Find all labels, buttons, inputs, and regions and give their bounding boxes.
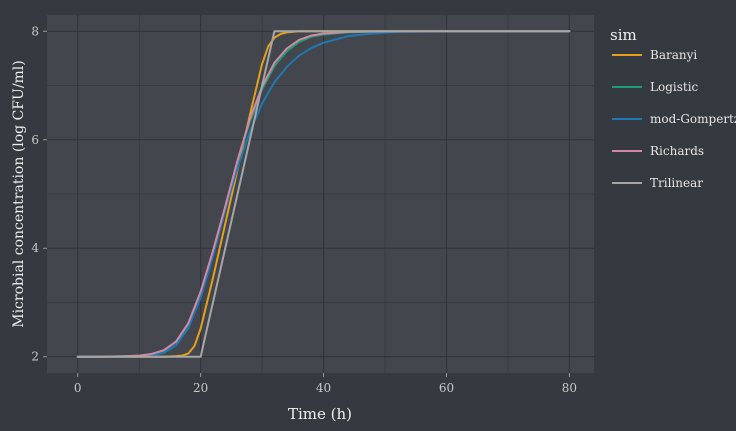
legend-entry: mod-Gompertz	[650, 112, 736, 126]
x-axis-ticks: 0 20 40 60 80	[74, 373, 577, 395]
legend-entry: Richards	[650, 144, 704, 158]
y-tick-label: 4	[31, 241, 39, 255]
grid-lines	[47, 15, 594, 373]
y-axis-label: Microbial concentration (log CFU/ml)	[11, 60, 27, 328]
series-lines	[76, 30, 571, 358]
y-tick-label: 6	[31, 133, 39, 147]
legend-entry: Baranyi	[650, 48, 697, 62]
x-tick-label: 60	[439, 381, 454, 395]
legend-title: sim	[610, 26, 637, 44]
x-tick-label: 80	[562, 381, 577, 395]
y-axis-ticks: 2 4 6 8	[31, 24, 47, 364]
series-line-trilinear	[76, 30, 571, 358]
legend-entry: Trilinear	[650, 176, 703, 190]
y-tick-label: 8	[31, 24, 39, 38]
legend: sim Baranyi Logistic mod-Gompertz Richards T…	[610, 26, 736, 190]
legend-entry: Logistic	[650, 80, 699, 94]
series-line-mod-gompertz	[76, 30, 571, 358]
x-axis-label: Time (h)	[288, 405, 352, 423]
x-tick-label: 40	[316, 381, 331, 395]
y-tick-label: 2	[31, 350, 39, 364]
x-tick-label: 0	[74, 381, 82, 395]
x-tick-label: 20	[193, 381, 208, 395]
